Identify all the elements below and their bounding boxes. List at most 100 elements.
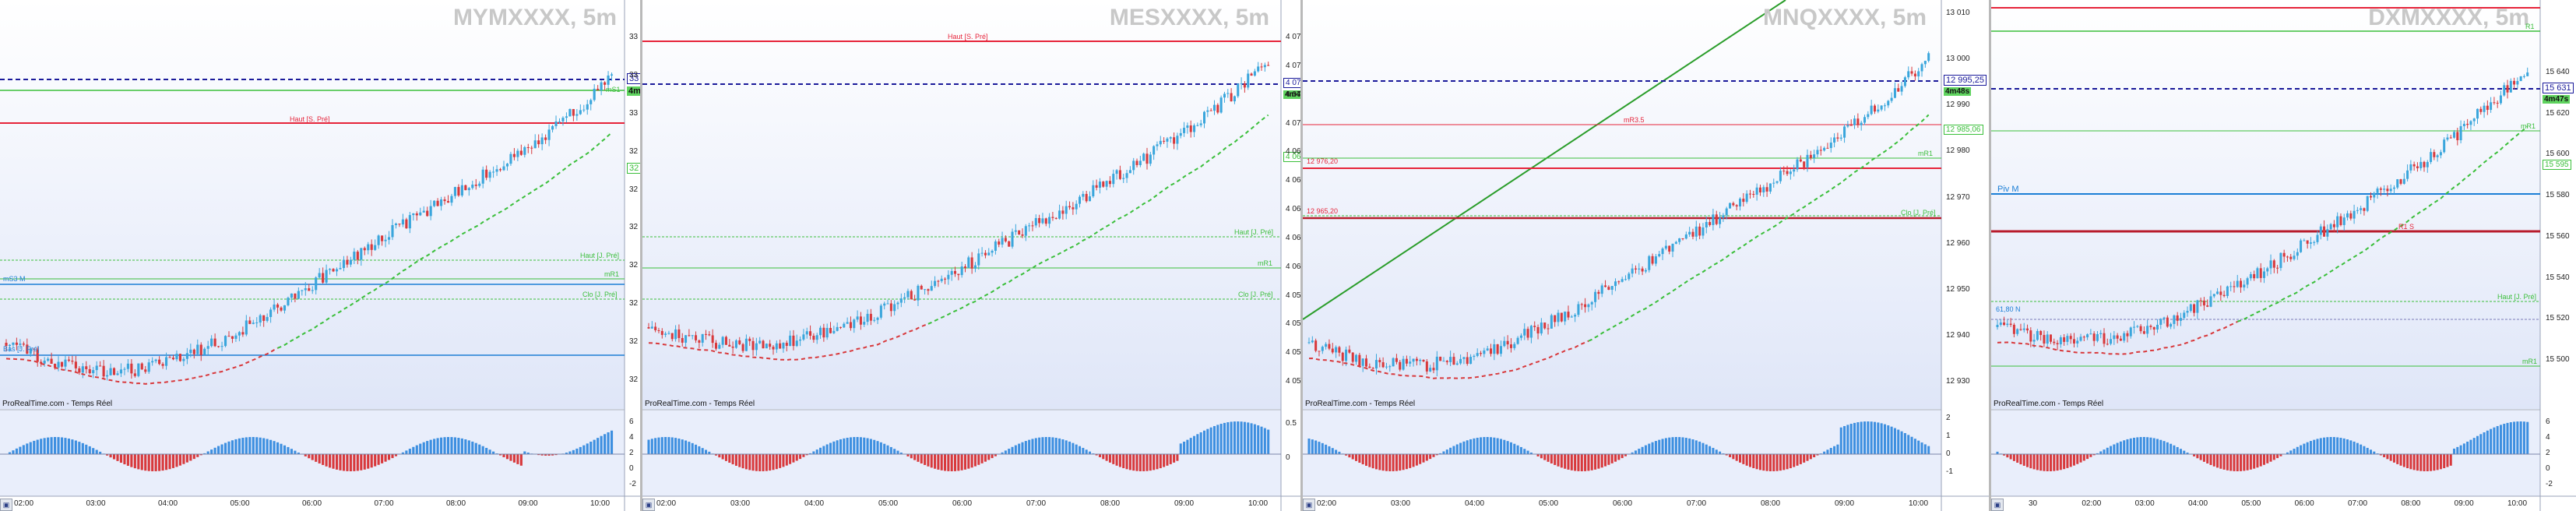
candle-body — [701, 333, 704, 343]
osc-bar — [2402, 454, 2405, 467]
osc-bar — [1745, 454, 1748, 466]
osc-bar — [498, 454, 502, 456]
osc-bar — [1996, 451, 1999, 454]
chart-panel-mym[interactable]: MYMXXXX, 5m ProRealTime.com - Temps Réel… — [0, 0, 642, 511]
osc-bar — [660, 437, 663, 454]
osc-bar — [1519, 446, 1522, 454]
osc-bar — [384, 454, 387, 462]
candle-body — [1732, 203, 1735, 206]
osc-bar — [748, 454, 751, 470]
candle-body — [1671, 243, 1674, 252]
osc-bar — [2019, 454, 2022, 465]
osc-bar — [220, 444, 223, 454]
chart-panel-mnq[interactable]: MNQXXXX, 5m ProRealTime.com - Temps Réel… — [1303, 0, 1991, 511]
osc-bar — [1597, 454, 1600, 469]
candle-body — [1473, 355, 1476, 358]
candle-body — [575, 114, 579, 116]
candle-body — [2309, 242, 2312, 244]
price-tick-label: 4 058 — [1286, 291, 1301, 300]
osc-bar — [917, 454, 920, 462]
zoom-icon[interactable]: ▣ — [1303, 499, 1315, 511]
price-tick-label: 32 980 — [629, 146, 640, 156]
osc-bar — [863, 437, 866, 454]
osc-bar — [1624, 454, 1627, 456]
osc-bar — [812, 451, 815, 454]
osc-bar — [1085, 449, 1088, 454]
candle-body — [1176, 136, 1179, 144]
price-chart-dxm[interactable] — [1991, 0, 2576, 511]
chart-panel-mes[interactable]: MESXXXX, 5m ProRealTime.com - Temps Réel… — [642, 0, 1303, 511]
candle-body — [419, 212, 422, 216]
osc-tick-label: 4 — [2546, 433, 2550, 442]
osc-bar — [192, 454, 195, 460]
level-label: Haut [J. Pré] — [1234, 228, 1274, 236]
osc-bar — [1240, 421, 1243, 454]
time-tick-label: 30 — [2029, 499, 2038, 508]
candle-body — [467, 188, 470, 191]
osc-bar — [674, 438, 677, 454]
osc-bar — [8, 452, 12, 454]
candle-body — [342, 259, 346, 269]
osc-bar — [1031, 439, 1034, 454]
osc-tick-label: -1 — [1946, 467, 1953, 476]
osc-bar — [1920, 442, 1923, 454]
candle-body — [471, 185, 474, 189]
osc-bar — [78, 442, 81, 454]
candle-body — [1163, 140, 1166, 142]
candle-body — [1641, 268, 1644, 272]
osc-bar — [819, 447, 822, 454]
zoom-icon[interactable]: ▣ — [0, 499, 12, 511]
osc-bar — [836, 440, 839, 454]
candle-body — [660, 330, 663, 335]
osc-bar — [829, 442, 832, 454]
candle-body — [889, 303, 892, 312]
time-tick-label: 09:00 — [2454, 499, 2474, 508]
osc-bar — [924, 454, 927, 465]
candle-body — [906, 291, 910, 298]
price-chart-mnq[interactable] — [1303, 0, 1991, 511]
candle-body — [196, 344, 199, 354]
time-tick-label: 08:00 — [1761, 499, 1781, 508]
osc-bar — [1173, 454, 1176, 463]
zoom-icon[interactable]: ▣ — [1991, 499, 2004, 511]
candles — [5, 71, 614, 381]
osc-bar — [164, 454, 168, 470]
osc-bar — [1473, 438, 1476, 454]
candle-body — [2276, 267, 2279, 269]
candle-body — [2206, 305, 2209, 307]
candle-body — [231, 336, 234, 339]
candle-body — [238, 332, 241, 336]
osc-bar — [1371, 454, 1374, 469]
osc-bar — [1654, 441, 1657, 454]
candle-body — [1128, 170, 1131, 174]
chart-panel-dxm[interactable]: DXMXXXX, 5m ProRealTime.com - Temps Réel… — [1991, 0, 2576, 511]
candle-body — [758, 340, 762, 344]
candle-body — [657, 330, 660, 331]
candle-body — [1345, 349, 1348, 361]
price-chart-mes[interactable] — [642, 0, 1303, 511]
candle-body — [262, 315, 266, 321]
candle-body — [29, 348, 32, 354]
candle-body — [294, 293, 297, 299]
candles — [1307, 51, 1930, 377]
osc-bar — [1496, 438, 1499, 454]
osc-bar — [2076, 454, 2079, 464]
osc-bar — [1823, 451, 1826, 454]
price-tick-label: 4 070 — [1286, 118, 1301, 128]
candle-body — [1405, 358, 1408, 364]
osc-bar — [1923, 444, 1927, 454]
candle-body — [1480, 353, 1483, 354]
price-chart-mym[interactable] — [0, 0, 642, 511]
osc-bar — [2433, 454, 2436, 471]
candle-body — [457, 187, 460, 196]
osc-bar — [2209, 454, 2212, 465]
candle-body — [116, 373, 119, 375]
candle-body — [980, 252, 984, 254]
candle-body — [1058, 210, 1061, 219]
candle-body — [1503, 340, 1506, 347]
candle-body — [1893, 88, 1896, 98]
candle-body — [1432, 368, 1435, 371]
osc-bar — [2206, 454, 2209, 463]
candle-body — [1574, 315, 1577, 317]
zoom-icon[interactable]: ▣ — [642, 499, 655, 511]
